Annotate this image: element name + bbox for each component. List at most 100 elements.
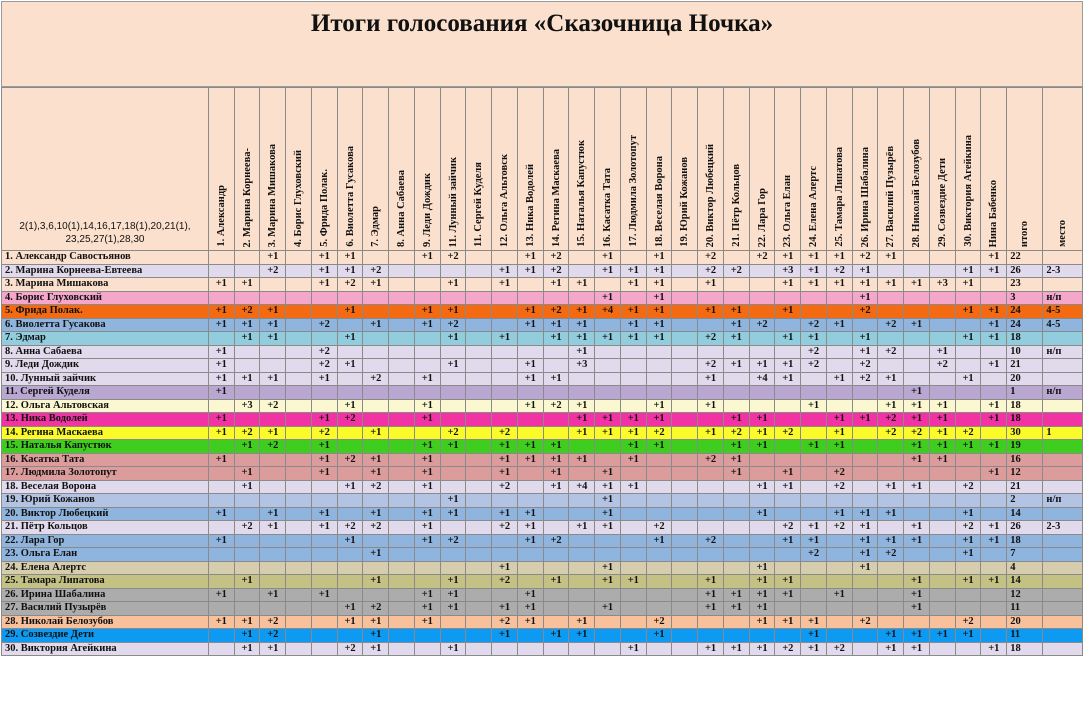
vote-cell [233,547,261,562]
vote-cell [594,277,621,292]
participant-name: 14. Регина Маскаева [1,425,209,440]
vote-cell [413,263,441,278]
place-cell [1042,641,1083,656]
vote-cell [413,628,441,643]
vote-cell [774,601,802,616]
vote-cell [362,331,390,346]
vote-cell [954,290,982,305]
vote-cell [465,466,493,481]
participant-name: 6. Виолетта Гусакова [1,317,209,332]
vote-cell [671,547,699,562]
vote-cell [774,412,802,427]
vote-cell [748,547,776,562]
vote-cell [722,290,750,305]
vote-cell [388,641,415,656]
vote-cell: +1 [903,479,930,494]
vote-cell: +1 [207,371,235,386]
vote-cell: +1 [516,614,544,629]
vote-cell: +1 [594,560,621,575]
vote-cell [851,628,879,643]
vote-cell: +2 [697,358,724,373]
vote-cell: +2 [362,520,390,535]
vote-cell: +1 [336,479,364,494]
vote-cell [233,452,261,467]
vote-cell: +1 [722,587,750,602]
place-cell [1042,614,1083,629]
vote-cell [439,371,467,386]
vote-cell: +1 [310,506,338,521]
vote-cell: +3 [928,277,956,292]
vote-cell [594,398,621,413]
table-row: 27. Василий Пузырёв +1 +2 +1 +1 +1 +1 +1 +1 +1 +1 +… [1,601,1083,616]
vote-cell: +1 [954,277,982,292]
vote-cell [903,304,930,319]
vote-cell [465,439,493,454]
vote-cell [568,547,596,562]
vote-cell [697,290,724,305]
vote-cell [542,506,570,521]
vote-cell: +1 [207,412,235,427]
vote-cell: +1 [877,277,905,292]
vote-cell [439,466,467,481]
vote-cell: +1 [748,601,776,616]
vote-cell [671,331,699,346]
vote-cell: +2 [851,304,879,319]
place-cell: н/п [1042,493,1083,508]
column-header-label: 15. Наталья Капустюк [576,140,588,247]
vote-cell: +1 [362,614,390,629]
vote-cell [207,641,235,656]
vote-cell: +1 [259,304,287,319]
participant-name: 5. Фрида Полак. [1,304,209,319]
vote-cell [388,466,415,481]
vote-cell [619,250,647,265]
vote-cell [980,547,1008,562]
participant-name: 8. Анна Сабаева [1,344,209,359]
vote-cell: +1 [825,250,853,265]
vote-cell [491,358,518,373]
column-header-label: 11. Сергей Куделя [473,162,485,247]
vote-cell: +1 [233,614,261,629]
vote-cell: +2 [439,317,467,332]
vote-cell: +1 [310,452,338,467]
vote-cell: +1 [825,425,853,440]
vote-cell [362,439,390,454]
vote-cell: +1 [594,331,621,346]
vote-cell [362,493,390,508]
vote-cell [671,587,699,602]
vote-cell [388,533,415,548]
vote-cell [619,358,647,373]
total-cell: 18 [1006,331,1044,346]
vote-cell: +1 [491,263,518,278]
place-cell: 2-3 [1042,520,1083,535]
vote-cell [877,587,905,602]
vote-cell: +1 [336,358,364,373]
vote-cell: +1 [362,574,390,589]
vote-cell [259,412,287,427]
vote-cell [516,560,544,575]
vote-cell: +1 [439,506,467,521]
vote-cell [413,493,441,508]
vote-cell [310,560,338,575]
vote-cell [310,479,338,494]
vote-cell: +1 [491,331,518,346]
vote-cell [722,506,750,521]
vote-cell: +2 [491,520,518,535]
vote-cell: +1 [413,533,441,548]
vote-cell: +1 [233,371,261,386]
vote-cell [516,641,544,656]
table-row: 24. Елена Алертс +1 +1 +1 +1 4 [1,560,1083,575]
vote-cell [851,425,879,440]
vote-cell: +1 [800,439,827,454]
vote-cell [774,317,802,332]
place-cell [1042,358,1083,373]
vote-cell: +1 [259,317,287,332]
vote-cell [207,547,235,562]
vote-cell: +1 [800,250,827,265]
corner-label: 2(1),3,6,10(1),14,16,17,18(1),20,21(1), … [1,87,209,251]
vote-cell [285,277,312,292]
vote-cell [774,506,802,521]
vote-cell [207,520,235,535]
vote-cell [774,547,802,562]
vote-cell [516,385,544,400]
vote-cell: +1 [362,317,390,332]
